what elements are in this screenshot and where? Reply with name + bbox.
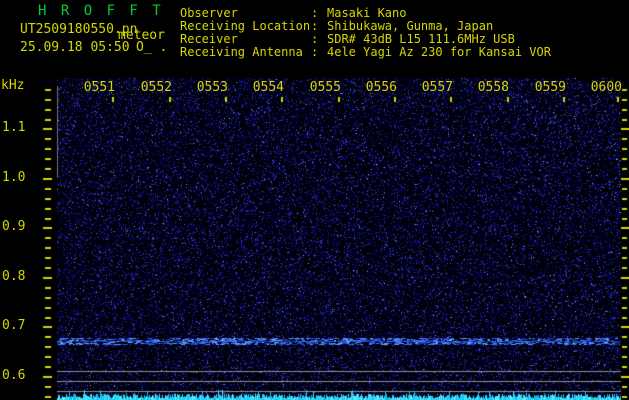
time-label: 0553 [192, 81, 228, 95]
time-label: 0600 [586, 81, 622, 95]
freq-unit-label: kHz [1, 79, 24, 93]
freq-label: 0.7 [2, 319, 36, 333]
time-label: 0551 [79, 81, 115, 95]
time-label: 0554 [248, 81, 284, 95]
info-colon: : [311, 46, 318, 59]
time-label: 0558 [473, 81, 509, 95]
time-label: 0556 [361, 81, 397, 95]
freq-label: 0.6 [2, 369, 36, 383]
hrofft-screen: H R O F F T UT2509180550.pn meteor 25.09… [0, 0, 629, 400]
freq-label: 0.8 [2, 270, 36, 284]
info-value-antenna: 4ele Yagi Az 230 for Kansai VOR [327, 46, 551, 59]
freq-label: 1.1 [2, 121, 36, 135]
datetime-label: 25.09.18 05:50 [20, 41, 130, 55]
status-indicator: O_ . [136, 41, 167, 55]
time-label: 0559 [530, 81, 566, 95]
time-label: 0552 [136, 81, 172, 95]
info-label-antenna: Receiving Antenna [180, 46, 303, 59]
time-label: 0555 [305, 81, 341, 95]
freq-label: 0.9 [2, 220, 36, 234]
spectrogram-canvas [0, 0, 629, 400]
time-label: 0557 [417, 81, 453, 95]
app-title: H R O F F T [38, 4, 164, 19]
freq-label: 1.0 [2, 171, 36, 185]
